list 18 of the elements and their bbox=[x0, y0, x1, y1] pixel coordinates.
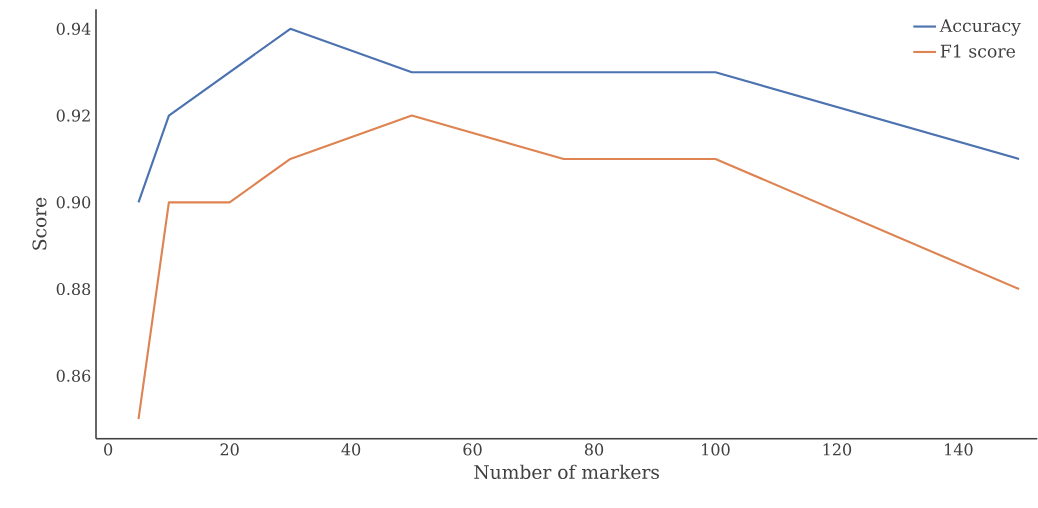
x-tick-label: 60 bbox=[463, 443, 482, 456]
legend-label: F1 score bbox=[940, 44, 1016, 58]
x-axis-title: Number of markers bbox=[474, 464, 659, 480]
x-tick-label: 100 bbox=[702, 443, 730, 456]
y-tick-label: 0.92 bbox=[56, 109, 90, 122]
line-series bbox=[137, 114, 1021, 421]
y-tick-label: 0.88 bbox=[56, 283, 91, 296]
y-tick-label: 0.90 bbox=[56, 196, 91, 209]
y-tick-label: 0.94 bbox=[56, 22, 91, 35]
x-tick-label: 120 bbox=[823, 443, 852, 456]
y-tick-label: 0.86 bbox=[56, 369, 91, 382]
x-tick-label: 0 bbox=[104, 443, 113, 456]
x-tick-label: 20 bbox=[220, 443, 239, 456]
y-axis-title: Score bbox=[32, 197, 47, 250]
x-tick-label: 140 bbox=[945, 443, 973, 456]
legend-label: Accuracy bbox=[939, 19, 1021, 36]
x-tick-label: 40 bbox=[341, 443, 361, 456]
x-tick-label: 80 bbox=[584, 443, 604, 456]
